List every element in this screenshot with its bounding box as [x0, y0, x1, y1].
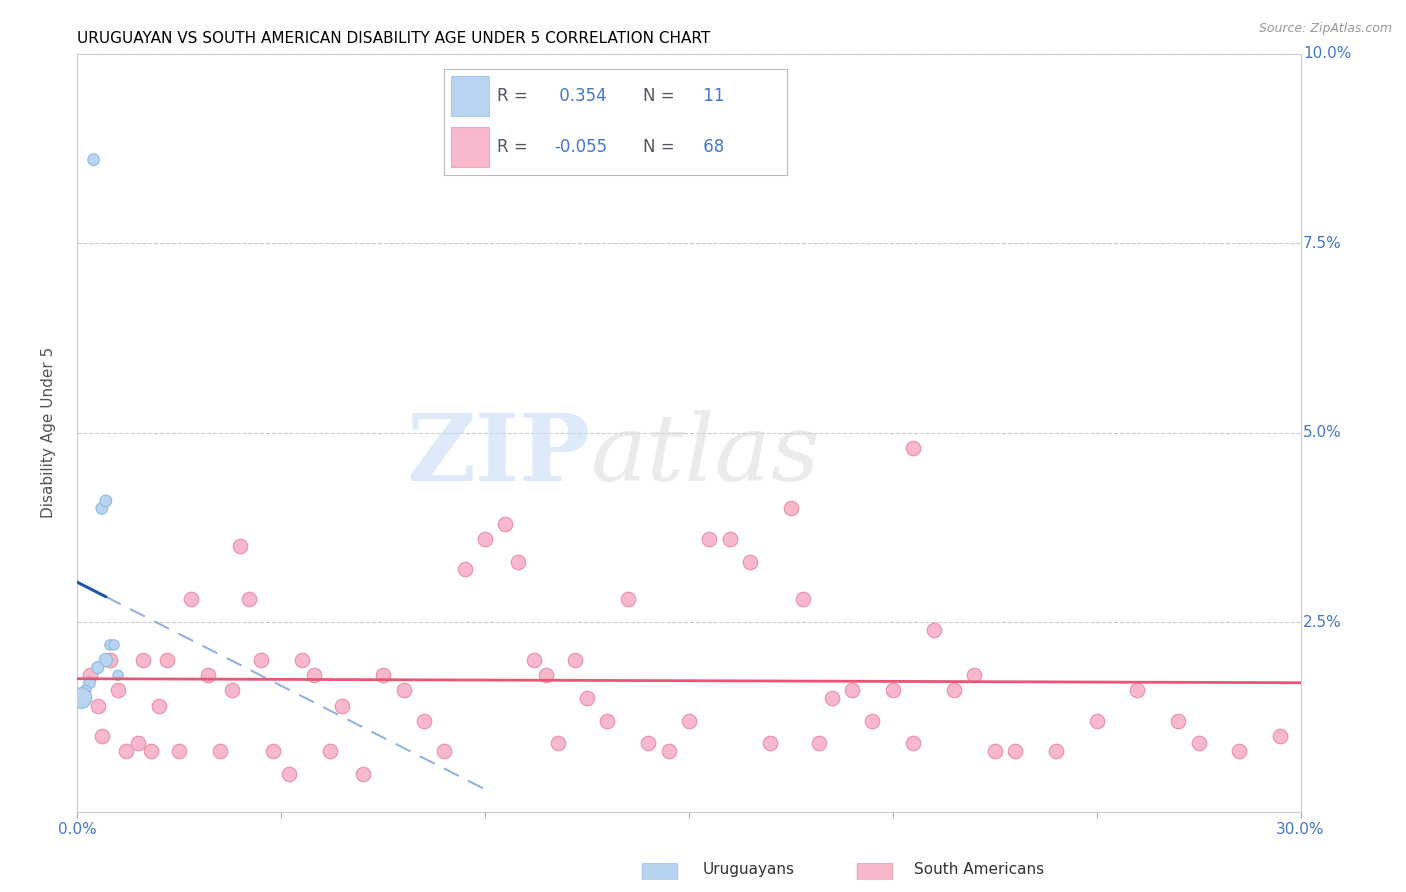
Point: [433, 744, 456, 758]
Point: [371, 668, 394, 682]
Point: [523, 653, 546, 667]
Point: [1004, 744, 1026, 758]
Point: [963, 668, 986, 682]
Point: [221, 683, 243, 698]
Text: Uruguayans: Uruguayans: [703, 863, 794, 877]
Point: [197, 668, 219, 682]
Point: [148, 698, 170, 713]
Point: [352, 766, 374, 781]
Text: 5.0%: 5.0%: [1303, 425, 1341, 440]
Point: [547, 737, 569, 751]
Point: [1126, 683, 1149, 698]
Point: [127, 737, 149, 751]
Point: [332, 698, 354, 713]
Point: [87, 698, 110, 713]
Point: [87, 660, 110, 674]
Point: [302, 668, 325, 682]
Point: [250, 653, 273, 667]
Point: [534, 668, 557, 682]
Text: 10.0%: 10.0%: [1303, 46, 1351, 61]
Point: [984, 744, 1007, 758]
Point: [79, 668, 101, 682]
Point: [792, 592, 814, 607]
Point: [79, 676, 101, 690]
Point: [903, 441, 925, 455]
Point: [75, 683, 97, 698]
Point: [413, 714, 436, 728]
Point: [319, 744, 342, 758]
Point: [115, 744, 138, 758]
Point: [740, 554, 762, 569]
Point: [903, 737, 925, 751]
Point: [70, 690, 93, 705]
Point: [180, 592, 202, 607]
Point: [922, 623, 945, 637]
Text: ZIP: ZIP: [406, 410, 591, 500]
Point: [107, 668, 129, 682]
Point: [1187, 737, 1209, 751]
Point: [637, 737, 659, 751]
Text: Source: ZipAtlas.com: Source: ZipAtlas.com: [1258, 22, 1392, 36]
Text: atlas: atlas: [591, 410, 821, 500]
Point: [821, 690, 844, 705]
Point: [83, 153, 105, 167]
Point: [453, 562, 475, 576]
Point: [596, 714, 619, 728]
Point: [94, 653, 117, 667]
Text: 2.5%: 2.5%: [1303, 615, 1341, 630]
Point: [779, 501, 801, 516]
Point: [841, 683, 863, 698]
Text: URUGUAYAN VS SOUTH AMERICAN DISABILITY AGE UNDER 5 CORRELATION CHART: URUGUAYAN VS SOUTH AMERICAN DISABILITY A…: [77, 31, 710, 46]
Point: [617, 592, 640, 607]
Y-axis label: Disability Age Under 5: Disability Age Under 5: [42, 347, 56, 518]
Point: [1229, 744, 1251, 758]
Point: [131, 653, 153, 667]
Point: [506, 554, 529, 569]
Point: [576, 690, 599, 705]
Point: [678, 714, 700, 728]
Point: [882, 683, 904, 698]
Point: [90, 501, 112, 516]
Point: [495, 516, 517, 531]
Point: [98, 638, 121, 652]
Point: [1268, 729, 1291, 743]
Point: [103, 638, 125, 652]
Point: [208, 744, 231, 758]
Point: [808, 737, 831, 751]
Point: [169, 744, 191, 758]
Point: [229, 539, 252, 553]
Point: [290, 653, 312, 667]
Point: [392, 683, 415, 698]
Point: [658, 744, 681, 758]
Text: 7.5%: 7.5%: [1303, 235, 1341, 251]
Point: [107, 683, 129, 698]
Point: [156, 653, 179, 667]
Point: [942, 683, 965, 698]
Point: [90, 729, 112, 743]
Point: [238, 592, 260, 607]
Point: [718, 532, 741, 546]
Point: [759, 737, 782, 751]
Text: South Americans: South Americans: [914, 863, 1045, 877]
Point: [862, 714, 884, 728]
Point: [98, 653, 121, 667]
Point: [139, 744, 162, 758]
Point: [1085, 714, 1108, 728]
Point: [474, 532, 496, 546]
Point: [262, 744, 284, 758]
Point: [278, 766, 301, 781]
Point: [1167, 714, 1189, 728]
Point: [94, 494, 117, 508]
Point: [564, 653, 586, 667]
Point: [699, 532, 721, 546]
Point: [1045, 744, 1067, 758]
